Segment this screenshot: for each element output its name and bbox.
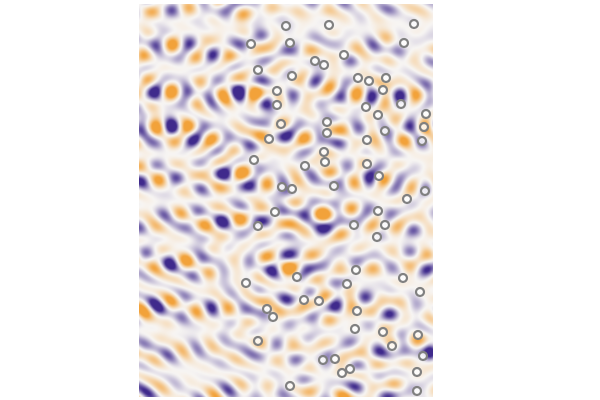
scatterer-ring-icon [338,49,350,61]
scatterer-ring-icon [380,72,392,84]
scatterer-ring-icon [411,385,423,397]
scatterer-ring-icon [252,335,264,347]
scatterer-ring-icon [379,219,391,231]
scatterer-ring-icon [414,286,426,298]
scatterer-ring-icon [361,134,373,146]
scatterer-ring-icon [317,354,329,366]
scatterer-ring-icon [377,326,389,338]
scatterer-ring-icon [397,272,409,284]
scatterer-ring-icon [352,72,364,84]
scatterer-ring-icon [286,183,298,195]
scatterer-ring-icon [398,37,410,49]
scatterer-ring-icon [351,305,363,317]
scatterer-ring-icon [329,353,341,365]
scatterer-ring-icon [360,101,372,113]
scatterer-ring-icon [252,64,264,76]
scatterer-ring-icon [298,294,310,306]
scatterer-ring-icon [276,181,288,193]
scatterer-ring-icon [377,84,389,96]
scatterer-ring-icon [313,295,325,307]
scatterer-ring-icon [245,38,257,50]
scatterer-ring-icon [248,154,260,166]
scatterer-ring-icon [341,278,353,290]
scatterer-ring-icon [299,160,311,172]
scatterer-ring-icon [252,220,264,232]
scatterer-ring-icon [336,367,348,379]
scatterer-ring-icon [408,18,420,30]
scatterer-ring-icon [419,185,431,197]
scatterer-ring-icon [401,193,413,205]
scatterer-ring-icon [386,340,398,352]
scatterer-ring-icon [275,118,287,130]
scatterer-ring-icon [240,277,252,289]
scatterer-ring-icon [261,303,273,315]
scatterer-ring-icon [348,219,360,231]
scatterer-ring-icon [309,55,321,67]
scatterer-ring-icon [267,311,279,323]
scatterer-ring-icon [371,231,383,243]
scatterer-ring-icon [363,75,375,87]
scatterer-ring-icon [328,180,340,192]
scatterer-ring-icon [271,99,283,111]
scatterer-ring-icon [319,156,331,168]
scatterer-ring-icon [411,366,423,378]
scatterer-ring-icon [350,264,362,276]
scatterer-ring-icon [284,380,296,392]
scatterer-ring-icon [271,85,283,97]
scatterer-ring-icon [269,206,281,218]
scatterer-ring-icon [318,59,330,71]
scatterer-ring-icon [323,19,335,31]
scatterer-ring-icon [286,70,298,82]
scatterer-ring-icon [321,116,333,128]
scatterer-markers [240,18,432,397]
scatterer-ring-icon [361,158,373,170]
scatterer-ring-icon [318,146,330,158]
scatterer-ring-icon [395,98,407,110]
scatterer-ring-icon [321,127,333,139]
scatterer-ring-icon [416,135,428,147]
scatterer-ring-icon [280,20,292,32]
scatterer-ring-icon [372,205,384,217]
scatterer-ring-icon [349,323,361,335]
scatterer-ring-icon [284,37,296,49]
scatterer-ring-icon [344,363,356,375]
scatterer-ring-icon [373,170,385,182]
scatterer-ring-icon [379,125,391,137]
scatterer-ring-icon [291,271,303,283]
scatterer-ring-icon [412,329,424,341]
scatterer-ring-icon [372,109,384,121]
scatterer-ring-icon [418,121,430,133]
scatterer-ring-icon [420,108,432,120]
scatterer-ring-icon [263,133,275,145]
scatterer-ring-icon [417,350,429,362]
